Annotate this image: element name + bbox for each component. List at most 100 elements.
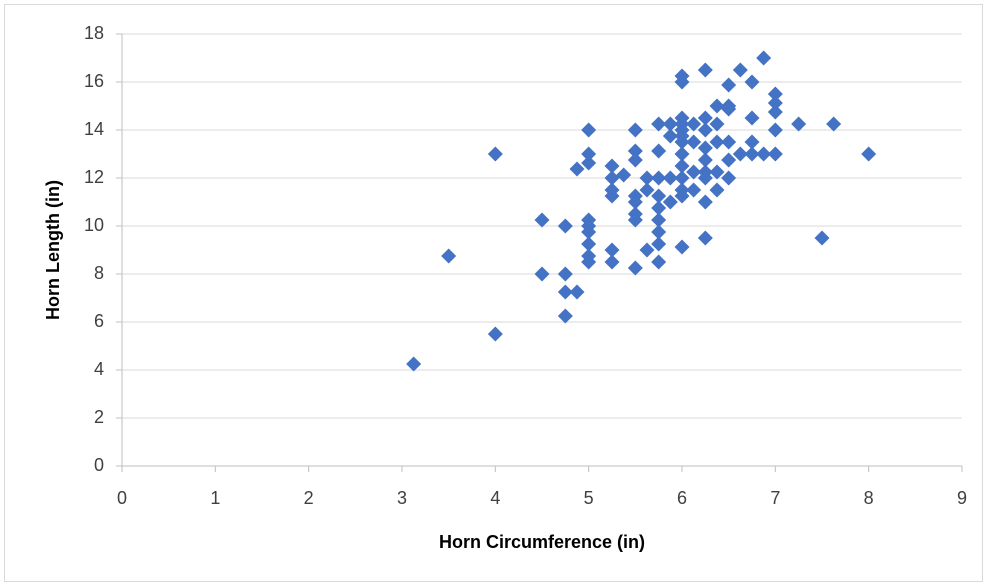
x-tick-label: 9	[957, 488, 967, 508]
point	[406, 356, 422, 372]
point	[651, 212, 667, 228]
y-tick-label: 16	[84, 71, 104, 91]
point	[604, 242, 620, 258]
point	[581, 236, 597, 252]
point	[662, 170, 678, 186]
point	[651, 236, 667, 252]
y-tick-label: 4	[94, 359, 104, 379]
point	[861, 146, 877, 162]
x-tick-label: 4	[490, 488, 500, 508]
point	[627, 143, 643, 159]
point	[674, 158, 690, 174]
point	[709, 116, 725, 132]
y-tick-label: 2	[94, 407, 104, 427]
point	[756, 146, 772, 162]
point	[709, 182, 725, 198]
point	[604, 254, 620, 270]
point	[487, 326, 503, 342]
point	[487, 146, 503, 162]
point	[697, 170, 713, 186]
x-tick-label: 5	[584, 488, 594, 508]
point	[639, 242, 655, 258]
point	[639, 170, 655, 186]
point	[686, 134, 702, 150]
point	[709, 134, 725, 150]
point	[557, 284, 573, 300]
point	[686, 182, 702, 198]
point	[767, 122, 783, 138]
x-tick-label: 6	[677, 488, 687, 508]
point	[814, 230, 830, 246]
point	[557, 218, 573, 234]
point	[697, 230, 713, 246]
point	[697, 62, 713, 78]
point	[557, 308, 573, 324]
point	[627, 212, 643, 228]
point	[686, 164, 702, 180]
point	[709, 98, 725, 114]
x-axis-title: Horn Circumference (in)	[439, 532, 645, 552]
point	[697, 152, 713, 168]
point	[721, 134, 737, 150]
point	[627, 122, 643, 138]
point	[651, 116, 667, 132]
point	[627, 152, 643, 168]
point	[732, 62, 748, 78]
y-tick-label: 8	[94, 263, 104, 283]
point	[651, 170, 667, 186]
point	[581, 155, 597, 171]
point	[767, 146, 783, 162]
point	[569, 284, 585, 300]
chart-frame	[4, 4, 983, 582]
y-tick-label: 6	[94, 311, 104, 331]
y-tick-label: 12	[84, 167, 104, 187]
point	[651, 224, 667, 240]
y-tick-label: 0	[94, 455, 104, 475]
point	[674, 134, 690, 150]
point	[627, 194, 643, 210]
point	[616, 167, 632, 183]
point	[767, 95, 783, 111]
point	[686, 116, 702, 132]
point	[674, 146, 690, 162]
point	[651, 254, 667, 270]
point	[604, 188, 620, 204]
x-tick-label: 3	[397, 488, 407, 508]
point	[534, 266, 550, 282]
point	[721, 77, 737, 93]
point	[581, 224, 597, 240]
y-tick-label: 10	[84, 215, 104, 235]
x-tick-label: 1	[210, 488, 220, 508]
point	[674, 74, 690, 90]
point	[674, 188, 690, 204]
point	[744, 146, 760, 162]
point	[721, 152, 737, 168]
x-tick-label: 2	[304, 488, 314, 508]
point	[627, 260, 643, 276]
point	[767, 86, 783, 102]
x-tick-label: 0	[117, 488, 127, 508]
point	[604, 158, 620, 174]
point	[662, 128, 678, 144]
point	[581, 146, 597, 162]
point	[569, 161, 585, 177]
point	[674, 170, 690, 186]
point	[744, 110, 760, 126]
point	[744, 74, 760, 90]
point	[756, 50, 772, 66]
point	[581, 122, 597, 138]
point	[791, 116, 807, 132]
point	[534, 212, 550, 228]
y-tick-label: 18	[84, 23, 104, 43]
point	[697, 122, 713, 138]
point	[721, 101, 737, 117]
point	[721, 170, 737, 186]
point	[767, 104, 783, 120]
y-tick-label: 14	[84, 119, 104, 139]
point	[732, 146, 748, 162]
point	[697, 194, 713, 210]
point	[651, 200, 667, 216]
y-axis-title: Horn Length (in)	[43, 180, 63, 320]
